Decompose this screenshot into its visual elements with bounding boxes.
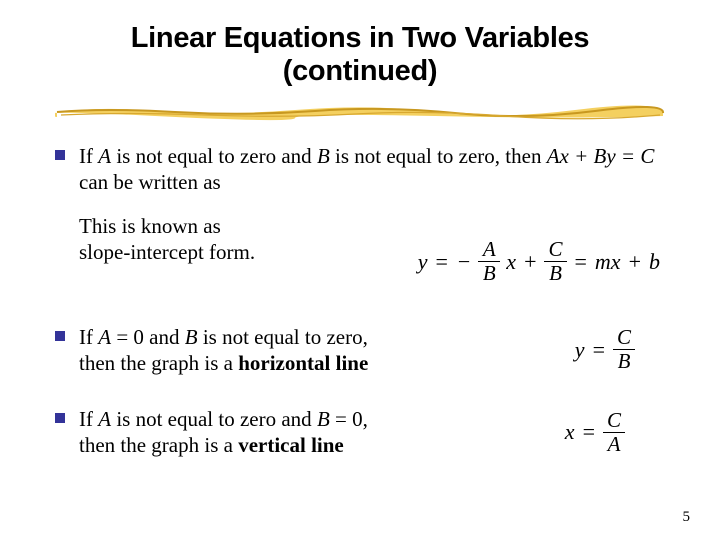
term-vertical: vertical line xyxy=(238,433,344,457)
t: . xyxy=(250,240,255,264)
v: x xyxy=(506,249,516,275)
title-underline xyxy=(55,103,665,121)
t: If xyxy=(79,325,98,349)
var-b: B xyxy=(317,144,330,168)
bullet-3: If A is not equal to zero and B = 0, the… xyxy=(55,406,565,459)
fraction-c-b-2: C B xyxy=(613,326,635,373)
t: then the graph is a xyxy=(79,433,238,457)
den: B xyxy=(479,262,500,285)
var-a: A xyxy=(98,325,111,349)
bullet-1-text: If A is not equal to zero and B is not e… xyxy=(79,143,665,196)
t: If xyxy=(79,144,98,168)
brush-stroke-icon xyxy=(55,103,665,121)
v: x xyxy=(565,419,575,445)
den: B xyxy=(614,350,635,373)
op: = xyxy=(573,249,589,275)
var-a: A xyxy=(98,407,111,431)
t: = 0, xyxy=(330,407,368,431)
bullet-block-3: If A is not equal to zero and B = 0, the… xyxy=(55,406,665,459)
t: = 0 and xyxy=(111,325,185,349)
num: A xyxy=(479,238,500,261)
eq: Ax + By = C xyxy=(547,144,655,168)
formula-vertical: x = C A xyxy=(565,409,625,456)
op: = xyxy=(433,249,449,275)
bullet-block-2: If A = 0 and B is not equal to zero, the… xyxy=(55,324,665,377)
v: y xyxy=(418,249,428,275)
fraction-c-a: C A xyxy=(603,409,625,456)
num: C xyxy=(544,238,566,261)
v: mx xyxy=(595,249,621,275)
bullet-2-text: If A = 0 and B is not equal to zero, the… xyxy=(79,324,368,377)
var-b: B xyxy=(317,407,330,431)
num: C xyxy=(603,409,625,432)
var-b: B xyxy=(185,325,198,349)
fraction-c-b: C B xyxy=(544,238,566,285)
var-a: A xyxy=(98,144,111,168)
slide-title: Linear Equations in Two Variables (conti… xyxy=(55,22,665,89)
fraction-a-b: A B xyxy=(478,238,500,285)
title-line-2: (continued) xyxy=(283,55,438,87)
num: C xyxy=(613,326,635,349)
t: is not equal to zero, xyxy=(198,325,368,349)
op: + xyxy=(522,249,538,275)
square-bullet-icon xyxy=(55,413,65,423)
square-bullet-icon xyxy=(55,331,65,341)
v: y xyxy=(575,337,585,363)
square-bullet-icon xyxy=(55,150,65,160)
t: can be written as xyxy=(79,170,221,194)
t: then the graph is a xyxy=(79,351,238,375)
t: If xyxy=(79,407,98,431)
term-slope-intercept: slope-intercept form xyxy=(79,240,250,264)
formula-horizontal: y = C B xyxy=(575,326,635,373)
t: is not equal to zero and xyxy=(111,407,317,431)
t: This is known as xyxy=(79,214,221,238)
op: − xyxy=(456,249,472,275)
title-line-1: Linear Equations in Two Variables xyxy=(131,22,590,54)
t: is not equal to zero and xyxy=(111,144,317,168)
bullet-2: If A = 0 and B is not equal to zero, the… xyxy=(55,324,575,377)
t: is not equal to zero, then xyxy=(330,144,547,168)
op: + xyxy=(627,249,643,275)
slide: Linear Equations in Two Variables (conti… xyxy=(0,0,720,540)
bullet-3-text: If A is not equal to zero and B = 0, the… xyxy=(79,406,368,459)
den: A xyxy=(604,433,625,456)
den: B xyxy=(545,262,566,285)
formula-slope-intercept: y = − A B x + C B = mx + b xyxy=(418,238,660,285)
page-number: 5 xyxy=(683,509,691,526)
v: b xyxy=(649,249,660,275)
op: = xyxy=(591,337,607,363)
term-horizontal: horizontal line xyxy=(238,351,368,375)
op: = xyxy=(581,419,597,445)
bullet-1: If A is not equal to zero and B is not e… xyxy=(55,143,665,196)
